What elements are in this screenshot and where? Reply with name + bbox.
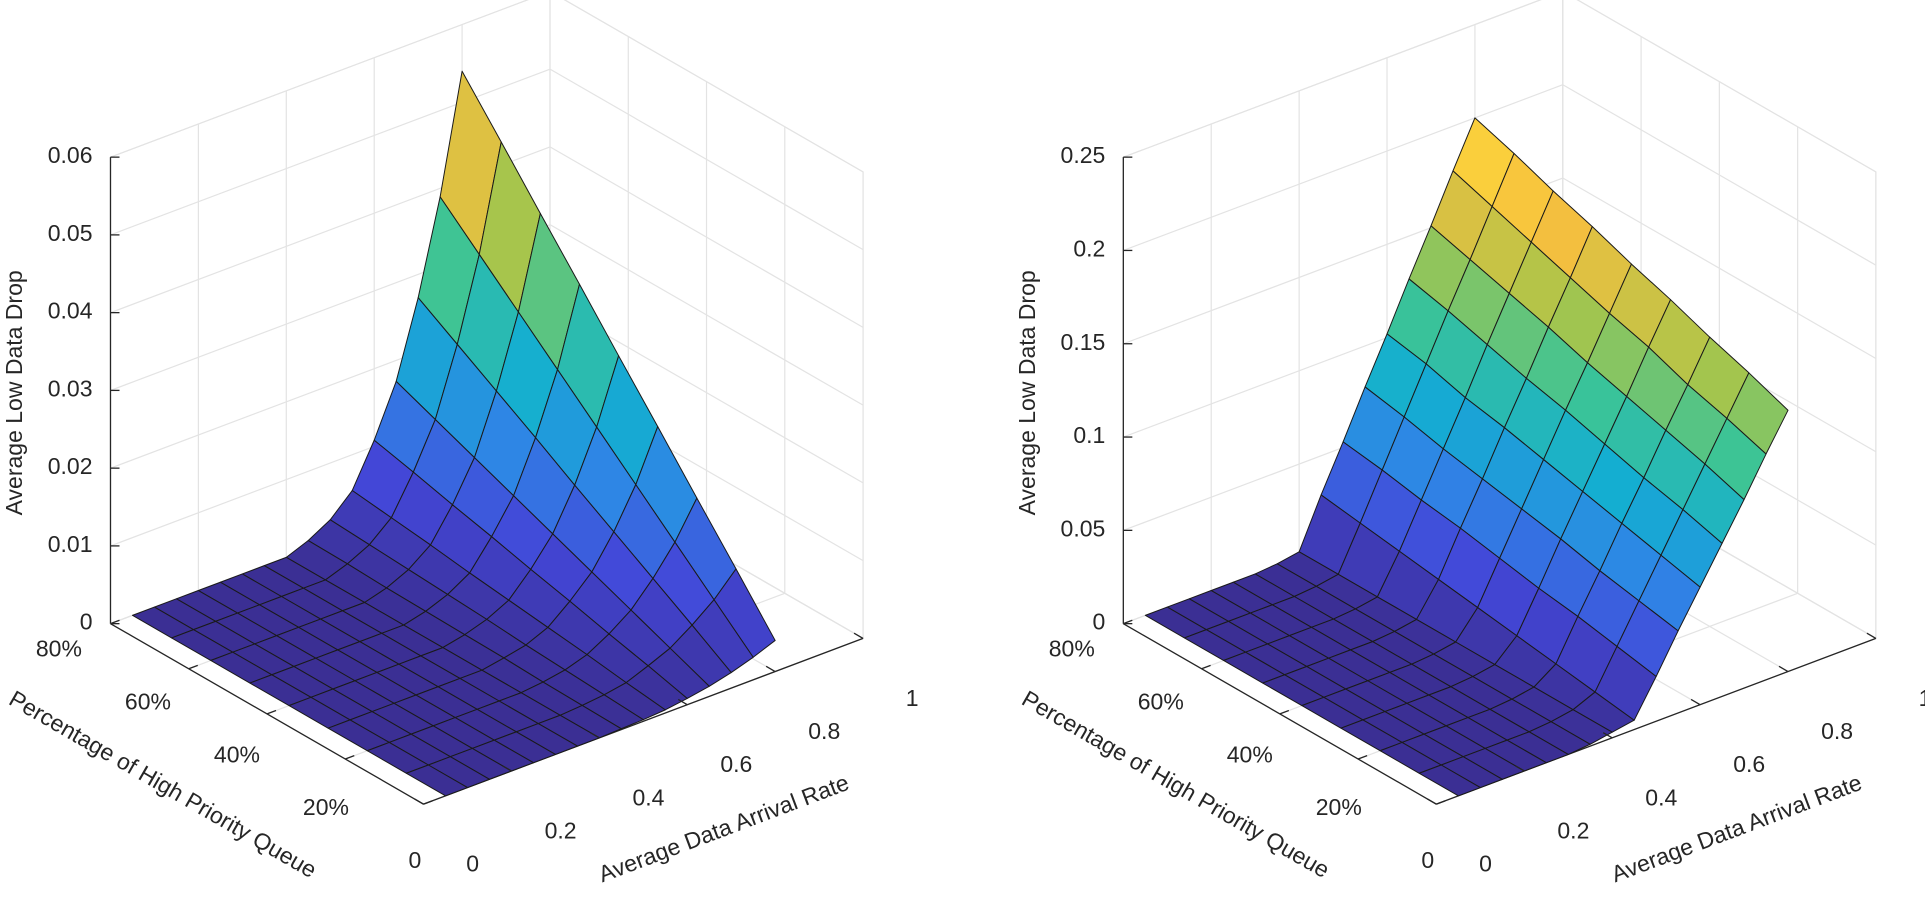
x-tick-label: 1 [906,685,919,711]
z-tick-label: 0.01 [48,531,93,557]
grid-line [1562,84,1877,266]
x-tick [1690,698,1701,706]
y-tick-label: 20% [303,794,349,820]
z-axis-label: Average Low Data Drop [1014,270,1040,515]
y-tick-label: 40% [214,741,260,767]
surface-cell [1418,764,1481,797]
surface-chart: 00.050.10.150.20.25020%40%60%80%00.20.40… [1014,0,1925,887]
y-tick-label: 60% [1138,689,1184,715]
y-tick [1201,664,1211,670]
z-tick-label: 0.2 [1073,236,1105,262]
grid-line [549,68,864,251]
grid-line [1123,84,1564,252]
x-tick-label: 0 [1479,851,1492,877]
z-tick-label: 0.05 [1061,515,1106,541]
y-tick [1279,709,1290,715]
z-tick-label: 0 [1093,609,1106,635]
grid-line [549,224,864,406]
x-tick [1866,632,1877,639]
z-tick-label: 0.02 [48,453,93,479]
surface-chart: 00.010.020.030.040.050.06020%40%60%80%00… [1,0,919,887]
x-tick [590,732,600,739]
x-tick [1778,665,1789,673]
y-tick-label: 0 [1421,847,1434,873]
y-tick [188,664,198,670]
x-tick-label: 1 [1919,685,1925,711]
z-tick-label: 0.04 [48,298,93,324]
z-tick-label: 0.1 [1073,422,1105,448]
y-tick-label: 60% [125,689,171,715]
x-tick [1514,765,1525,772]
x-tick-label: 0.6 [1733,751,1765,777]
x-tick [502,765,512,772]
y-tick-label: 0 [409,847,422,873]
x-tick [765,665,776,673]
y-tick [1436,800,1446,805]
z-tick-label: 0.05 [48,220,93,246]
z-tick-label: 0.15 [1061,329,1106,355]
grid-line [1576,0,1877,173]
z-tick-label: 0 [80,609,93,635]
y-tick [423,800,433,805]
x-tick-label: 0.8 [1821,718,1853,744]
x-tick [853,632,864,639]
y-tick-label: 20% [1316,794,1362,820]
y-tick [266,709,277,715]
x-tick [1602,732,1613,739]
y-tick [1357,755,1368,760]
z-tick-label: 0.25 [1061,142,1106,168]
y-tick [345,755,355,760]
x-tick-label: 0.6 [720,751,752,777]
surface-cell [405,764,468,797]
z-tick-label: 0.06 [48,142,93,168]
z-axis-label: Average Low Data Drop [1,270,27,515]
x-tick-label: 0 [466,851,479,877]
x-tick-label: 0.8 [808,718,840,744]
grid-line [110,0,529,158]
x-tick [1427,798,1437,805]
x-tick-label: 0.4 [632,784,664,810]
x-tick-label: 0.2 [1557,817,1589,843]
y-tick-label: 80% [36,636,82,662]
y-tick [1123,619,1133,625]
x-tick-label: 0.2 [545,817,577,843]
y-tick-label: 40% [1227,741,1273,767]
x-tick [677,698,688,706]
grid-line [563,0,864,173]
x-tick [414,798,424,805]
y-tick-label: 80% [1049,636,1095,662]
z-tick-label: 0.03 [48,375,93,401]
x-tick-label: 0.4 [1645,784,1677,810]
grid-line [549,146,864,328]
grid-line [1562,177,1877,360]
grid-line [1123,0,1542,158]
y-tick [110,619,120,625]
